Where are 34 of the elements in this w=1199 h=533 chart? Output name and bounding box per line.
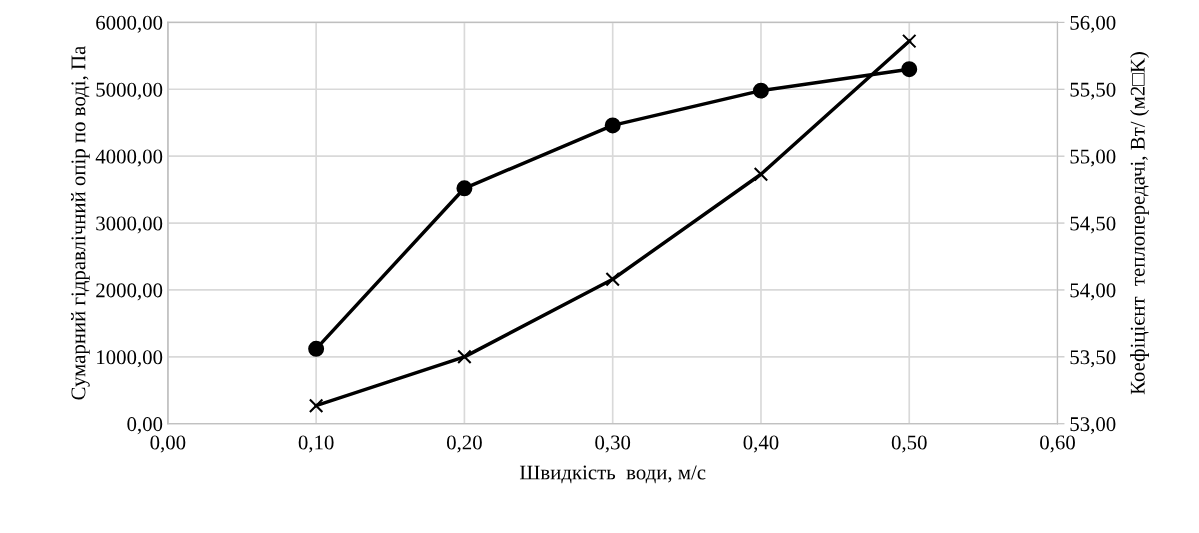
point	[753, 166, 769, 182]
y-tick-label: 0,00	[127, 417, 163, 435]
y2-tick-label: 55,00	[1070, 149, 1116, 167]
x-tick-label: 0,40	[743, 435, 779, 453]
y2-axis-title: Коефіцієнт теплопередачі, Вт/ (м2□K)	[1130, 52, 1149, 395]
point	[456, 180, 473, 197]
point	[605, 271, 620, 287]
x-axis-title: Швидкість води, м/с	[519, 465, 706, 484]
point	[457, 349, 472, 365]
y2-tick-label: 54,50	[1070, 216, 1116, 234]
x-tick-label: 0,00	[150, 435, 186, 453]
point	[901, 33, 917, 49]
y-tick-label: 5000,00	[96, 82, 163, 100]
x-tick-label: 0,50	[891, 435, 927, 453]
y-tick-label: 1000,00	[97, 350, 163, 368]
x-tick-label: 0,10	[298, 435, 334, 453]
x-tick-label: 0,30	[595, 435, 631, 453]
y-tick-label: 4000,00	[95, 149, 163, 167]
y-tick-label: 6000,00	[96, 15, 163, 33]
x-tick-label: 0,20	[446, 435, 482, 453]
point	[604, 117, 621, 134]
point	[752, 82, 769, 99]
x-tick-label: 0,60	[1040, 435, 1075, 453]
y-tick-label: 3000,00	[96, 216, 163, 234]
y-axis-title: Сумарний гідравлічний опір по воді, Па	[70, 45, 90, 400]
point	[308, 340, 325, 357]
y2-tick-label: 53,50	[1070, 350, 1116, 368]
point	[308, 398, 324, 413]
y2-tick-label: 54,00	[1070, 283, 1116, 301]
point	[901, 61, 918, 78]
y2-tick-label: 53,00	[1070, 417, 1116, 435]
y2-tick-label: 55,50	[1070, 82, 1116, 100]
y2-tick-label: 56,00	[1070, 15, 1116, 33]
y-tick-label: 2000,00	[96, 283, 163, 301]
